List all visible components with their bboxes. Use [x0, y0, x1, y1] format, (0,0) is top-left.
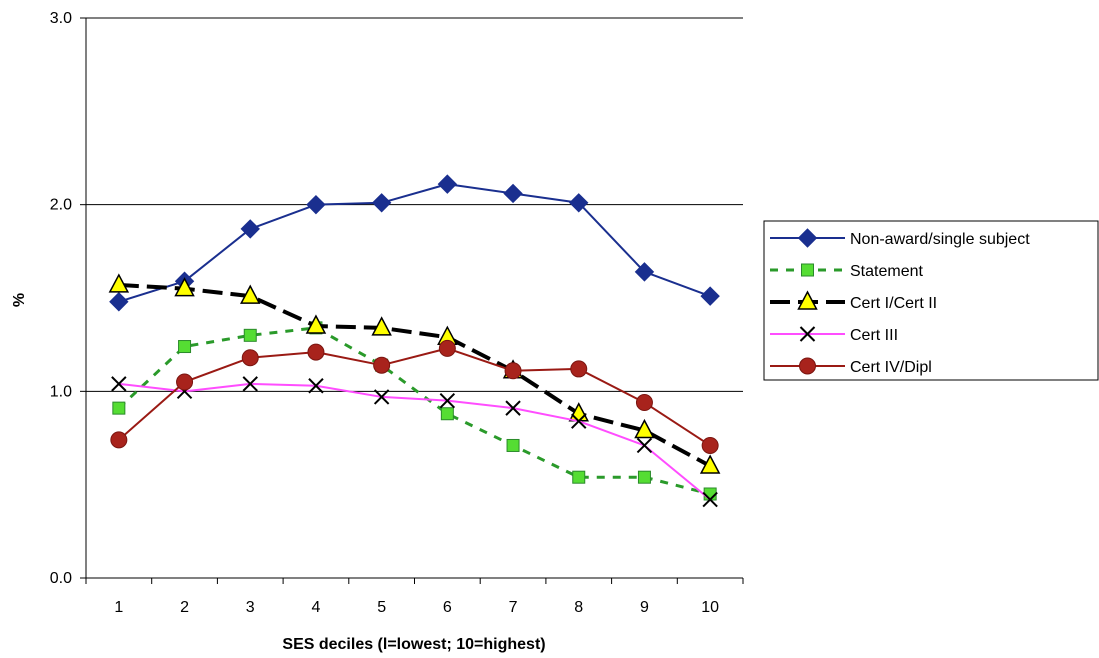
data-point [439, 340, 455, 356]
legend-label: Cert IV/Dipl [850, 359, 932, 376]
data-point [241, 220, 259, 238]
data-point [505, 363, 521, 379]
data-point [179, 341, 191, 353]
legend-label: Non-award/single subject [850, 231, 1030, 248]
data-point [573, 471, 585, 483]
series-2 [113, 322, 716, 500]
data-point [111, 432, 127, 448]
data-point [441, 408, 453, 420]
x-tick-label: 1 [114, 599, 123, 616]
data-point [571, 361, 587, 377]
series-5 [111, 340, 718, 453]
data-point [110, 293, 128, 311]
data-point [242, 350, 258, 366]
data-point [374, 357, 390, 373]
x-tick-label: 9 [640, 599, 649, 616]
data-point [504, 184, 522, 202]
x-tick-label: 4 [311, 599, 320, 616]
legend-label: Cert III [850, 327, 898, 344]
y-tick-label: 0.0 [50, 570, 72, 587]
x-tick-label: 7 [509, 599, 518, 616]
series-1 [110, 175, 719, 311]
series-4 [112, 377, 717, 507]
legend-marker [802, 264, 814, 276]
data-point [244, 329, 256, 341]
legend-label: Statement [850, 263, 923, 280]
data-point [570, 404, 588, 421]
data-point [637, 438, 651, 452]
x-tick-label: 5 [377, 599, 386, 616]
x-tick-label: 10 [701, 599, 719, 616]
series-line [119, 328, 710, 494]
series-line [119, 285, 710, 466]
data-point [507, 439, 519, 451]
y-tick-label: 1.0 [50, 383, 72, 400]
x-tick-label: 2 [180, 599, 189, 616]
data-point [177, 374, 193, 390]
legend-item-1: Non-award/single subject [770, 229, 1030, 248]
series-3 [110, 275, 719, 473]
data-point [638, 471, 650, 483]
axes: 0.0 1.0 2.0 3.0 1 2 3 4 5 6 7 8 9 10 [50, 10, 743, 616]
data-point [307, 196, 325, 214]
data-point [636, 395, 652, 411]
data-point [308, 344, 324, 360]
x-tick-label: 6 [443, 599, 452, 616]
x-axis-title: SES deciles (l=lowest; 10=highest) [282, 636, 545, 653]
x-tick-label: 8 [574, 599, 583, 616]
series-line [119, 184, 710, 302]
data-point [702, 437, 718, 453]
legend-label: Cert I/Cert II [850, 295, 937, 312]
series-line [119, 384, 710, 500]
data-point [113, 402, 125, 414]
y-tick-label: 3.0 [50, 10, 72, 27]
data-point [701, 287, 719, 305]
y-tick-label: 2.0 [50, 197, 72, 214]
legend-marker [800, 358, 816, 374]
gridlines [86, 18, 743, 391]
series-line [119, 348, 710, 445]
data-point [438, 175, 456, 193]
plot-series [110, 175, 719, 506]
x-tick-label: 3 [246, 599, 255, 616]
y-axis-title: % [11, 293, 28, 307]
data-point [373, 194, 391, 212]
